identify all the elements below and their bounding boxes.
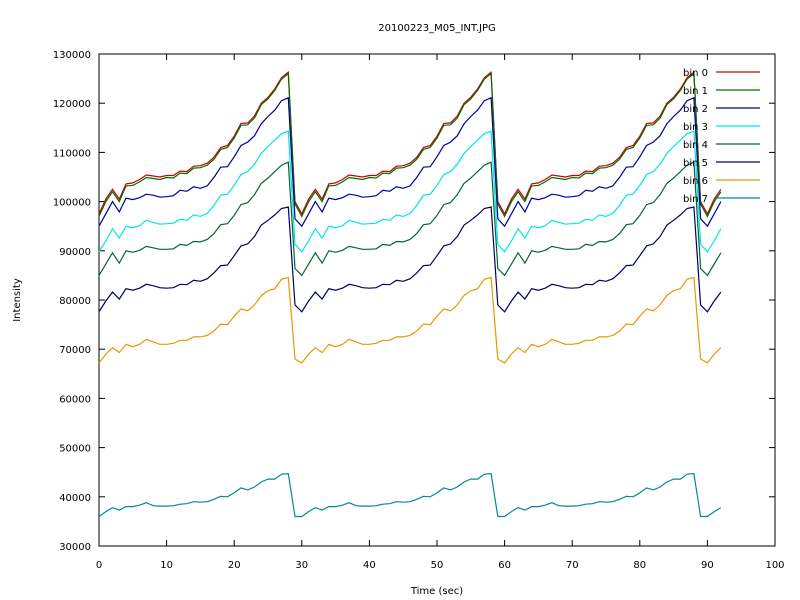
y-tick-label: 80000 bbox=[59, 296, 91, 307]
series-line-bin-5 bbox=[98, 206, 722, 313]
x-tick-label: 0 bbox=[96, 560, 102, 571]
x-tick-label: 20 bbox=[228, 560, 241, 571]
y-tick-label: 40000 bbox=[59, 493, 91, 504]
x-tick-label: 10 bbox=[160, 560, 173, 571]
series-line-bin-0 bbox=[98, 71, 722, 216]
legend-label: bin 0 bbox=[683, 68, 708, 79]
y-tick-label: 130000 bbox=[53, 50, 91, 61]
x-tick-label: 100 bbox=[765, 560, 784, 571]
series-line-bin-4 bbox=[98, 161, 722, 277]
x-tick-label: 50 bbox=[431, 560, 444, 571]
y-tick-label: 50000 bbox=[59, 444, 91, 455]
y-tick-label: 110000 bbox=[53, 148, 91, 159]
x-tick-label: 70 bbox=[566, 560, 579, 571]
series-line-bin-1 bbox=[98, 72, 722, 218]
legend-label: bin 6 bbox=[683, 176, 708, 187]
legend-label: bin 2 bbox=[683, 104, 708, 115]
y-tick-label: 60000 bbox=[59, 394, 91, 405]
chart-title: 20100223_M05_INT.JPG bbox=[378, 23, 496, 34]
series-line-bin-3 bbox=[98, 130, 722, 253]
x-axis-label: Time (sec) bbox=[410, 586, 463, 597]
x-tick-label: 80 bbox=[633, 560, 646, 571]
legend-label: bin 5 bbox=[683, 158, 708, 169]
series-line-bin-2 bbox=[98, 96, 722, 228]
y-tick-label: 100000 bbox=[53, 198, 91, 209]
y-tick-label: 70000 bbox=[59, 345, 91, 356]
legend-label: bin 3 bbox=[683, 122, 708, 133]
legend-label: bin 1 bbox=[683, 86, 708, 97]
x-tick-label: 60 bbox=[498, 560, 511, 571]
x-tick-label: 30 bbox=[295, 560, 308, 571]
x-tick-label: 40 bbox=[363, 560, 376, 571]
series-line-bin-7 bbox=[98, 473, 722, 518]
legend-label: bin 4 bbox=[683, 140, 708, 151]
legend-label: bin 7 bbox=[683, 194, 708, 205]
y-tick-label: 90000 bbox=[59, 247, 91, 258]
legend: bin 0 bin 1 bin 2 bin 3 bin 4 bin 5 bin 6 bin 7 bbox=[683, 68, 760, 205]
x-tick-label: 90 bbox=[701, 560, 714, 571]
plot-frame bbox=[98, 53, 776, 547]
series-line-bin-6 bbox=[98, 276, 722, 364]
y-axis-label: Intensity bbox=[12, 278, 23, 322]
series-layer bbox=[98, 71, 722, 518]
axis-ticks: 0 10 20 30 40 50 60 70 80 90 100 30000 40000 50000 600… bbox=[53, 50, 785, 571]
y-tick-label: 30000 bbox=[59, 542, 91, 553]
y-tick-label: 120000 bbox=[53, 99, 91, 110]
